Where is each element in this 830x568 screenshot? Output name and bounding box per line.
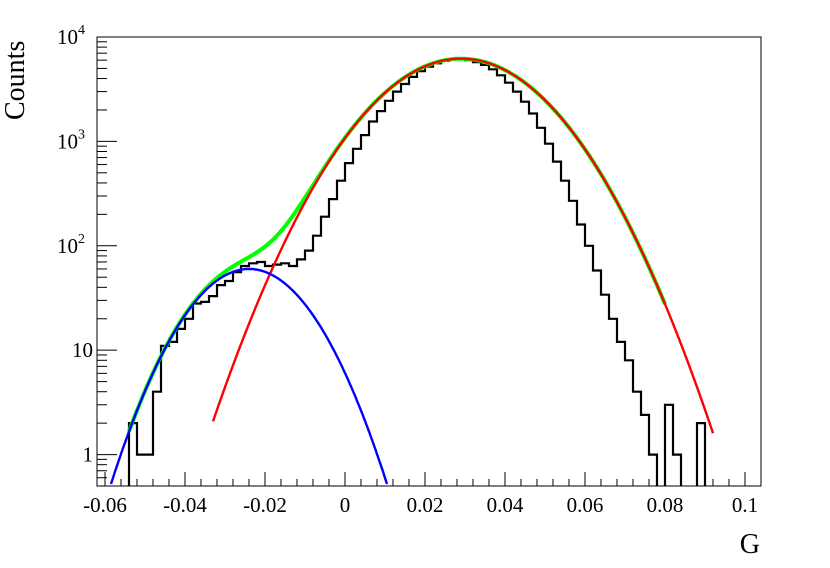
x-tick-label: -0.06: [83, 493, 127, 517]
y-tick-label: 102: [57, 232, 85, 258]
x-tick-label: 0.06: [567, 493, 604, 517]
y-tick-label: 104: [57, 23, 85, 49]
x-axis-title: G: [740, 529, 760, 560]
plot-frame: [96, 36, 762, 487]
x-tick-label: 0.08: [647, 493, 684, 517]
gauss-main-curve: [211, 57, 715, 434]
x-tick-label: 0.1: [732, 493, 758, 517]
fit-curves: [109, 56, 715, 485]
x-tick-label: 0: [340, 493, 351, 517]
axes: -0.06 -0.04 -0.02 0 0.02 0.04 0.06 0.08 0.1 1 10 10…: [57, 23, 762, 517]
histogram: [127, 57, 707, 486]
gauss-tail-curve: [109, 267, 389, 485]
y-tick-label: 103: [57, 127, 85, 153]
histogram-outline: [127, 57, 707, 486]
x-tick-label: -0.04: [163, 493, 207, 517]
y-tick-label: 10: [72, 338, 93, 362]
y-tick-label: 1: [83, 443, 94, 467]
y-axis-title: Counts: [0, 41, 31, 120]
x-tick-label: -0.02: [243, 493, 287, 517]
x-tick-label: 0.02: [407, 493, 444, 517]
x-tick-label: 0.04: [487, 493, 524, 517]
